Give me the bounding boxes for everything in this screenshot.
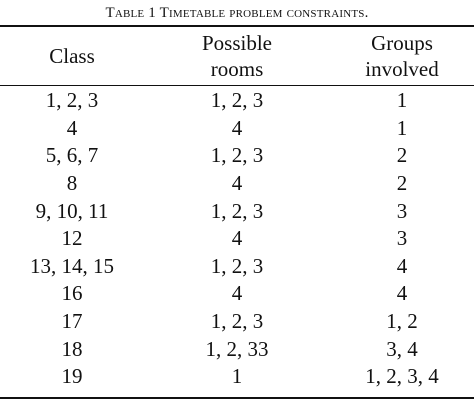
- table-row: 16 4 4: [0, 280, 474, 308]
- table-row: 13, 14, 15 1, 2, 3 4: [0, 253, 474, 281]
- cell-class: 1, 2, 3: [45, 88, 99, 113]
- cell-groups: 3: [396, 198, 408, 223]
- cell-groups: 1: [396, 115, 408, 140]
- cell-class: 5, 6, 7: [45, 143, 99, 168]
- cell-class: 9, 10, 11: [35, 198, 109, 223]
- table-row: 8 4 2: [0, 170, 474, 198]
- cell-class: 16: [61, 281, 83, 306]
- cell-class: 18: [61, 336, 83, 361]
- header-class-label: Class: [49, 44, 95, 68]
- cell-groups: 1, 2, 3, 4: [365, 364, 439, 389]
- header-rule: [0, 85, 474, 86]
- table-header: Class Possible rooms Groups involved: [0, 28, 474, 84]
- header-possible-rooms: Possible rooms: [144, 28, 330, 84]
- top-rule: [0, 25, 474, 27]
- header-groups-line2: involved: [365, 57, 439, 81]
- cell-groups: 4: [396, 253, 408, 278]
- table-row: 9, 10, 11 1, 2, 3 3: [0, 197, 474, 225]
- header-rooms-line2: rooms: [210, 57, 264, 81]
- header-class: Class: [0, 28, 144, 84]
- cell-rooms: 1, 2, 3: [210, 198, 264, 223]
- table-row: 1, 2, 3 1, 2, 3 1: [0, 87, 474, 115]
- cell-class: 4: [66, 115, 78, 140]
- header-groups-line1: Groups: [371, 31, 433, 55]
- header-groups-involved: Groups involved: [330, 28, 474, 84]
- cell-class: 19: [61, 364, 83, 389]
- cell-class: 12: [61, 226, 83, 251]
- cell-groups: 3, 4: [386, 336, 418, 361]
- header-rooms-line1: Possible: [201, 31, 272, 55]
- cell-groups: 4: [396, 281, 408, 306]
- cell-rooms: 4: [231, 281, 243, 306]
- cell-groups: 1, 2: [386, 309, 418, 334]
- cell-rooms: 1, 2, 3: [210, 253, 264, 278]
- cell-class: 8: [66, 171, 78, 196]
- cell-rooms: 1, 2, 3: [210, 88, 264, 113]
- cell-groups: 2: [396, 171, 408, 196]
- cell-rooms: 4: [231, 226, 243, 251]
- table-row: 19 1 1, 2, 3, 4: [0, 363, 474, 391]
- table-row: 18 1, 2, 33 3, 4: [0, 335, 474, 363]
- table-row: 17 1, 2, 3 1, 2: [0, 308, 474, 336]
- cell-groups: 3: [396, 226, 408, 251]
- table-row: 5, 6, 7 1, 2, 3 2: [0, 142, 474, 170]
- cell-rooms: 4: [231, 115, 243, 140]
- cell-rooms: 1, 2, 3: [210, 309, 264, 334]
- cell-groups: 1: [396, 88, 408, 113]
- table-row: 4 4 1: [0, 115, 474, 143]
- cell-groups: 2: [396, 143, 408, 168]
- cell-rooms: 1, 2, 3: [210, 143, 264, 168]
- header-row: Class Possible rooms Groups involved: [0, 28, 474, 84]
- bottom-rule: [0, 397, 474, 399]
- cell-rooms: 1: [231, 364, 243, 389]
- cell-rooms: 1, 2, 33: [205, 336, 269, 361]
- cell-rooms: 4: [231, 171, 243, 196]
- cell-class: 13, 14, 15: [30, 253, 114, 278]
- table-row: 12 4 3: [0, 225, 474, 253]
- table-caption: Table 1 Timetable problem constraints.: [105, 5, 369, 21]
- table-body: 1, 2, 3 1, 2, 3 1 4 4 1 5, 6, 7 1, 2, 3 …: [0, 87, 474, 391]
- cell-class: 17: [61, 309, 83, 334]
